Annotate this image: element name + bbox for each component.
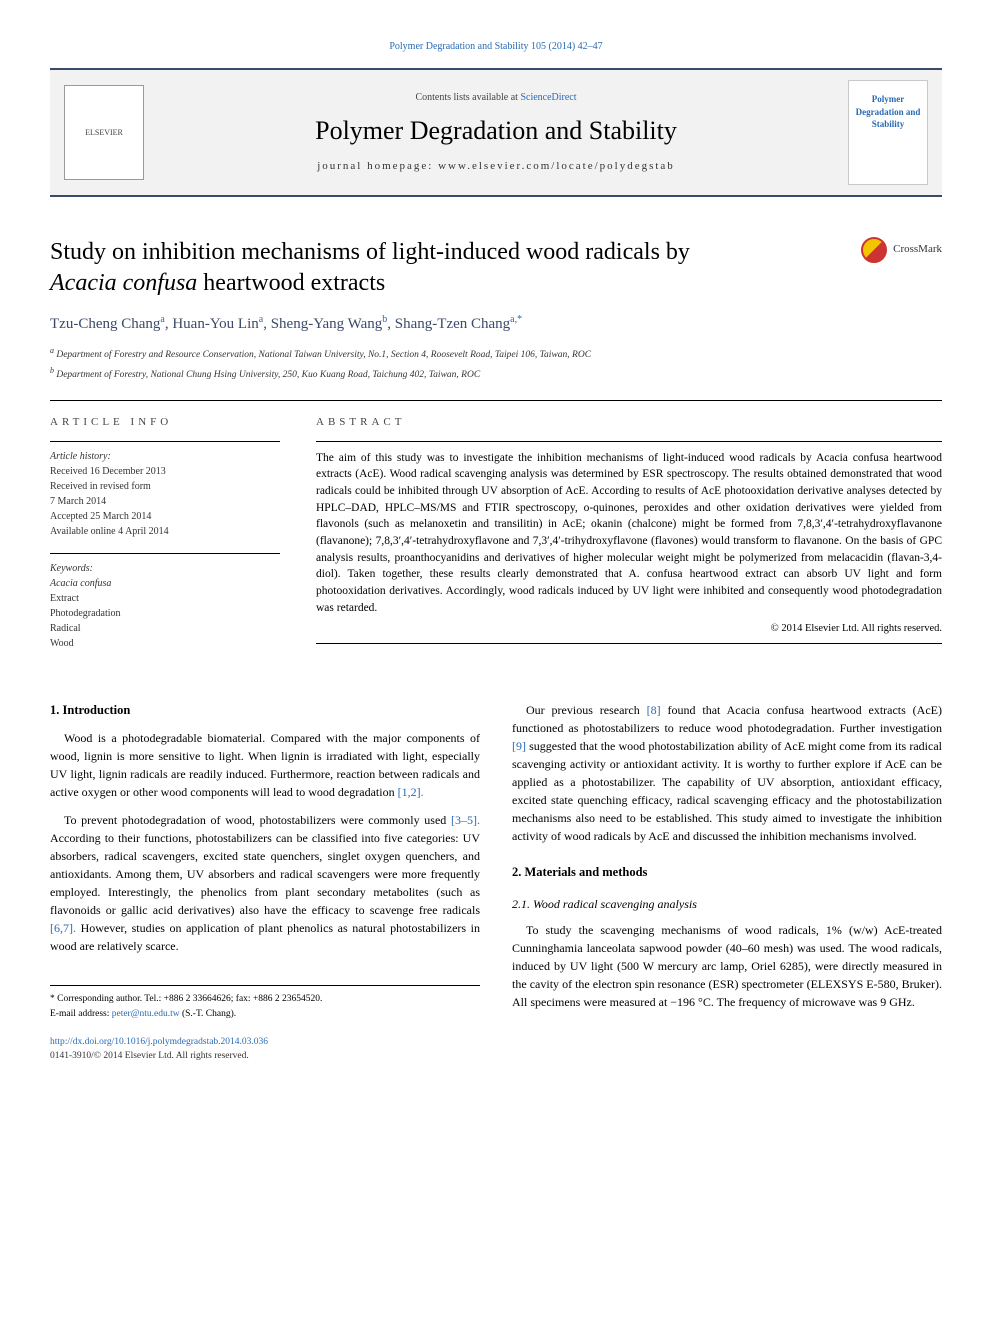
abstract-head: ABSTRACT	[316, 415, 942, 430]
author-2: Huan-You Lin	[172, 316, 258, 332]
history-3: Accepted 25 March 2014	[50, 510, 280, 524]
sciencedirect-link[interactable]: ScienceDirect	[520, 92, 576, 103]
keywords-block: Keywords: Acacia confusa Extract Photode…	[50, 562, 280, 651]
author-1: Tzu-Cheng Chang	[50, 316, 160, 332]
author-3-aff: b	[382, 314, 387, 325]
contents-prefix: Contents lists available at	[415, 92, 520, 103]
intro-p2-a: To prevent photodegradation of wood, pho…	[64, 813, 451, 827]
abstract-copyright: © 2014 Elsevier Ltd. All rights reserved…	[316, 622, 942, 637]
elsevier-logo: ELSEVIER	[64, 85, 144, 180]
article-info-head: ARTICLE INFO	[50, 415, 280, 430]
crossmark-badge[interactable]: CrossMark	[861, 237, 942, 263]
intro-p2: To prevent photodegradation of wood, pho…	[50, 811, 480, 955]
abstract-text: The aim of this study was to investigate…	[316, 450, 942, 617]
subsection-21-head: 2.1. Wood radical scavenging analysis	[512, 895, 942, 913]
col2-p1: Our previous research [8] found that Aca…	[512, 701, 942, 845]
affiliation-a: Department of Forestry and Resource Cons…	[56, 351, 591, 361]
section-methods-head: 2. Materials and methods	[512, 863, 942, 882]
title-italic-species: Acacia confusa	[50, 270, 197, 296]
homepage-url: www.elsevier.com/locate/polydegstab	[438, 160, 675, 172]
history-1: Received in revised form	[50, 480, 280, 494]
title-line-1: Study on inhibition mechanisms of light-…	[50, 239, 690, 265]
affiliation-b: Department of Forestry, National Chung H…	[56, 370, 480, 380]
kw-4: Wood	[50, 637, 280, 651]
intro-p2-c: However, studies on application of plant…	[50, 921, 480, 953]
journal-cover-thumb: Polymer Degradation and Stability	[848, 80, 928, 185]
affiliations: a Department of Forestry and Resource Co…	[50, 345, 942, 382]
kw-2: Photodegradation	[50, 607, 280, 621]
email-label: E-mail address:	[50, 1009, 112, 1019]
journal-header-band: ELSEVIER Contents lists available at Sci…	[50, 68, 942, 197]
cite-8[interactable]: [8]	[647, 703, 661, 717]
email-tail: (S.-T. Chang).	[180, 1009, 237, 1019]
contents-line: Contents lists available at ScienceDirec…	[144, 91, 848, 105]
doi-block: http://dx.doi.org/10.1016/j.polymdegrads…	[50, 1035, 480, 1064]
cite-3-5[interactable]: [3–5].	[451, 813, 480, 827]
crossmark-label: CrossMark	[893, 242, 942, 257]
keywords-head: Keywords:	[50, 562, 280, 576]
author-3: Sheng-Yang Wang	[271, 316, 383, 332]
column-right: Our previous research [8] found that Aca…	[512, 701, 942, 1064]
corr-email-link[interactable]: peter@ntu.edu.tw	[112, 1009, 180, 1019]
history-head: Article history:	[50, 450, 280, 464]
intro-p1: Wood is a photodegradable biomaterial. C…	[50, 729, 480, 801]
corresponding-footnote: * Corresponding author. Tel.: +886 2 336…	[50, 985, 480, 1021]
author-4-aff: a,*	[510, 314, 522, 325]
kw-0: Acacia confusa	[50, 577, 280, 591]
sub21-p: To study the scavenging mechanisms of wo…	[512, 921, 942, 1011]
author-4: Shang-Tzen Chang	[395, 316, 510, 332]
corr-line: * Corresponding author. Tel.: +886 2 336…	[50, 992, 480, 1006]
history-0: Received 16 December 2013	[50, 465, 280, 479]
body-two-column: 1. Introduction Wood is a photodegradabl…	[50, 701, 942, 1064]
doi-link[interactable]: http://dx.doi.org/10.1016/j.polymdegrads…	[50, 1037, 268, 1047]
homepage-line: journal homepage: www.elsevier.com/locat…	[144, 159, 848, 174]
section-intro-head: 1. Introduction	[50, 701, 480, 720]
col2-p1-a: Our previous research	[526, 703, 647, 717]
journal-name: Polymer Degradation and Stability	[144, 113, 848, 149]
history-4: Available online 4 April 2014	[50, 525, 280, 539]
author-1-aff: a	[160, 314, 164, 325]
crossmark-icon	[861, 237, 887, 263]
kw-3: Radical	[50, 622, 280, 636]
article-title: Study on inhibition mechanisms of light-…	[50, 237, 861, 299]
article-title-block: Study on inhibition mechanisms of light-…	[50, 237, 861, 299]
kw-1: Extract	[50, 592, 280, 606]
article-info-column: ARTICLE INFO Article history: Received 1…	[50, 415, 280, 664]
author-list: Tzu-Cheng Changa, Huan-You Lina, Sheng-Y…	[50, 313, 942, 335]
header-center: Contents lists available at ScienceDirec…	[144, 91, 848, 175]
column-left: 1. Introduction Wood is a photodegradabl…	[50, 701, 480, 1064]
abstract-column: ABSTRACT The aim of this study was to in…	[316, 415, 942, 664]
author-2-aff: a	[259, 314, 263, 325]
article-history: Article history: Received 16 December 20…	[50, 450, 280, 539]
top-citation: Polymer Degradation and Stability 105 (2…	[50, 40, 942, 54]
history-2: 7 March 2014	[50, 495, 280, 509]
issn-line: 0141-3910/© 2014 Elsevier Ltd. All right…	[50, 1049, 480, 1063]
col2-p1-c: suggested that the wood photostabilizati…	[512, 739, 942, 843]
divider-1	[50, 400, 942, 401]
homepage-label: journal homepage:	[317, 160, 438, 172]
title-line-2-suffix: heartwood extracts	[197, 270, 385, 296]
cite-6-7[interactable]: [6,7].	[50, 921, 76, 935]
cite-9[interactable]: [9]	[512, 739, 526, 753]
intro-p2-b: According to their functions, photostabi…	[50, 831, 480, 917]
cite-1-2[interactable]: [1,2].	[398, 785, 424, 799]
